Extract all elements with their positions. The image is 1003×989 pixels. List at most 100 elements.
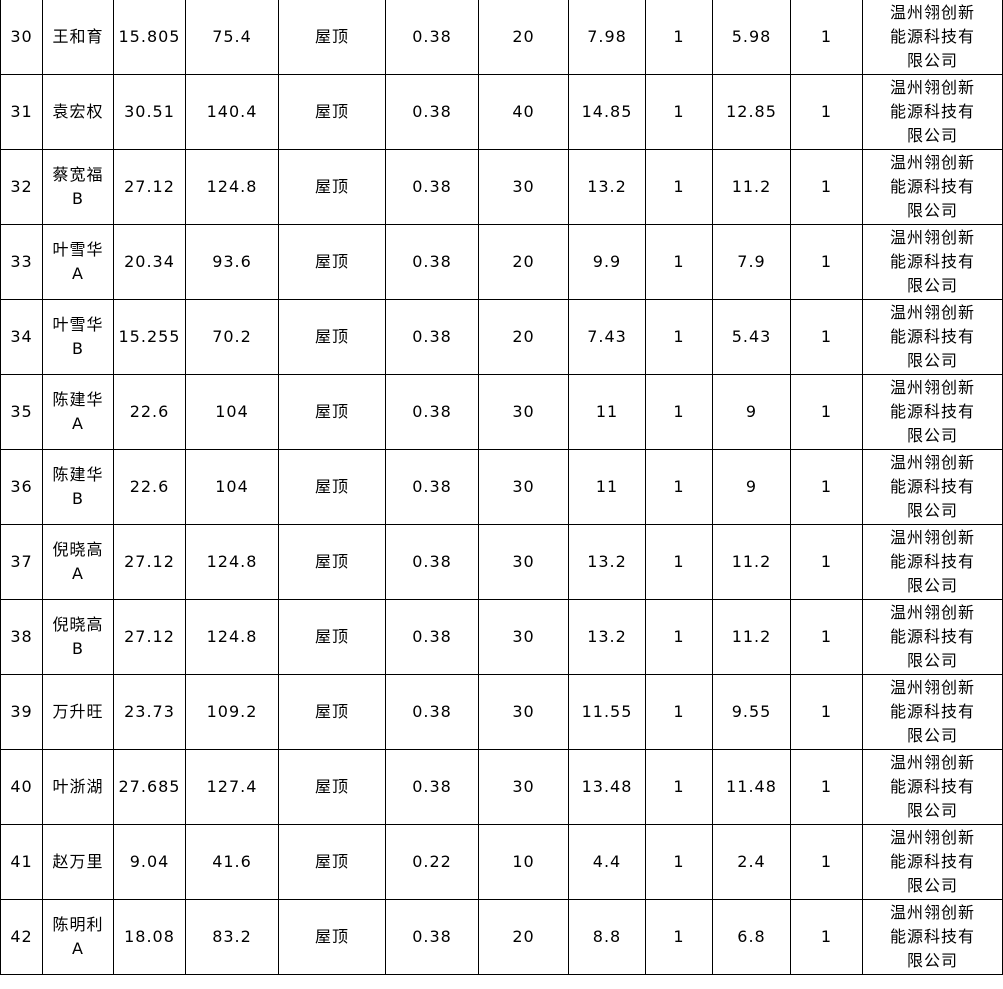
table-cell: 124.8 [185, 524, 279, 600]
table-cell: 王和育 [42, 0, 114, 75]
table-cell: 温州翎创新能源科技有限公司 [862, 824, 1003, 900]
table-cell: 0.38 [385, 899, 479, 975]
table-cell: 13.48 [568, 749, 646, 825]
table-cell: 93.6 [185, 224, 279, 300]
table-cell: 140.4 [185, 74, 279, 150]
table-cell: 11 [568, 374, 646, 450]
table-cell: 30 [478, 374, 569, 450]
table-cell: 屋顶 [278, 149, 386, 225]
table-cell: 陈建华A [42, 374, 114, 450]
table-row: 40 叶浙湖 27.685 127.4 屋顶 0.38 30 13.48 1 11.48 1 温州翎创… [0, 749, 1003, 825]
table-cell: 温州翎创新能源科技有限公司 [862, 224, 1003, 300]
table-cell: 袁宏权 [42, 74, 114, 150]
table-cell: 104 [185, 374, 279, 450]
table-cell: 温州翎创新能源科技有限公司 [862, 299, 1003, 375]
table-cell: 27.685 [113, 749, 186, 825]
table-cell: 屋顶 [278, 374, 386, 450]
table-cell: 124.8 [185, 149, 279, 225]
table-cell: 9.55 [712, 674, 791, 750]
table-cell: 1 [645, 824, 713, 900]
table-cell: 1 [790, 224, 863, 300]
table-cell: 1 [790, 449, 863, 525]
table-cell: 叶浙湖 [42, 749, 114, 825]
table-cell: 9.04 [113, 824, 186, 900]
table-cell: 1 [790, 749, 863, 825]
table-cell: 30 [0, 0, 43, 75]
table-cell: 41.6 [185, 824, 279, 900]
table-cell: 20 [478, 299, 569, 375]
table-cell: 11.2 [712, 149, 791, 225]
table-cell: 5.43 [712, 299, 791, 375]
table-cell: 7.98 [568, 0, 646, 75]
table-cell: 温州翎创新能源科技有限公司 [862, 599, 1003, 675]
table-cell: 屋顶 [278, 899, 386, 975]
table-cell: 1 [645, 674, 713, 750]
table-cell: 40 [478, 74, 569, 150]
table-cell: 15.255 [113, 299, 186, 375]
table-row: 39 万升旺 23.73 109.2 屋顶 0.38 30 11.55 1 9.55 1 温州翎创新能… [0, 674, 1003, 750]
table-cell: 27.12 [113, 149, 186, 225]
table-cell: 温州翎创新能源科技有限公司 [862, 524, 1003, 600]
table-cell: 温州翎创新能源科技有限公司 [862, 674, 1003, 750]
table-cell: 1 [645, 374, 713, 450]
table-cell: 温州翎创新能源科技有限公司 [862, 0, 1003, 75]
table-cell: 0.38 [385, 149, 479, 225]
table-cell: 0.38 [385, 224, 479, 300]
table-cell: 27.12 [113, 524, 186, 600]
table-cell: 屋顶 [278, 224, 386, 300]
table-row: 37 倪晓高A 27.12 124.8 屋顶 0.38 30 13.2 1 11.2 1 温州翎创新能… [0, 524, 1003, 600]
table-cell: 83.2 [185, 899, 279, 975]
table-cell: 屋顶 [278, 749, 386, 825]
table-cell: 0.38 [385, 674, 479, 750]
table-row: 35 陈建华A 22.6 104 屋顶 0.38 30 11 1 9 1 温州翎创新能源科技有限公司 [0, 374, 1003, 450]
table-cell: 38 [0, 599, 43, 675]
table-cell: 8.8 [568, 899, 646, 975]
table-cell: 41 [0, 824, 43, 900]
table-cell: 温州翎创新能源科技有限公司 [862, 449, 1003, 525]
table-cell: 0.38 [385, 74, 479, 150]
table-cell: 0.38 [385, 524, 479, 600]
table-cell: 30 [478, 449, 569, 525]
table-cell: 39 [0, 674, 43, 750]
table-cell: 34 [0, 299, 43, 375]
table-cell: 倪晓高B [42, 599, 114, 675]
table-cell: 1 [645, 0, 713, 75]
table-cell: 1 [645, 449, 713, 525]
table-cell: 蔡宽福B [42, 149, 114, 225]
table-cell: 127.4 [185, 749, 279, 825]
table-cell: 1 [645, 899, 713, 975]
table-cell: 1 [790, 374, 863, 450]
table-cell: 20.34 [113, 224, 186, 300]
table-cell: 70.2 [185, 299, 279, 375]
table-cell: 1 [790, 74, 863, 150]
table-cell: 0.38 [385, 0, 479, 75]
table-cell: 22.6 [113, 374, 186, 450]
table-cell: 2.4 [712, 824, 791, 900]
table-cell: 5.98 [712, 0, 791, 75]
table-cell: 0.22 [385, 824, 479, 900]
table-cell: 20 [478, 899, 569, 975]
table-cell: 陈明利A [42, 899, 114, 975]
table-cell: 1 [790, 599, 863, 675]
table-cell: 0.38 [385, 749, 479, 825]
table-cell: 13.2 [568, 149, 646, 225]
table-cell: 赵万里 [42, 824, 114, 900]
table-row: 32 蔡宽福B 27.12 124.8 屋顶 0.38 30 13.2 1 11.2 1 温州翎创新能… [0, 149, 1003, 225]
table-cell: 温州翎创新能源科技有限公司 [862, 899, 1003, 975]
table-cell: 7.9 [712, 224, 791, 300]
table-cell: 12.85 [712, 74, 791, 150]
table-cell: 倪晓高A [42, 524, 114, 600]
table-cell: 0.38 [385, 299, 479, 375]
table-cell: 1 [790, 899, 863, 975]
table-cell: 万升旺 [42, 674, 114, 750]
table-cell: 27.12 [113, 599, 186, 675]
table-cell: 0.38 [385, 599, 479, 675]
table-cell: 15.805 [113, 0, 186, 75]
table-cell: 屋顶 [278, 824, 386, 900]
table-cell: 1 [790, 149, 863, 225]
table-cell: 1 [645, 749, 713, 825]
table-row: 34 叶雪华B 15.255 70.2 屋顶 0.38 20 7.43 1 5.43 1 温州翎创新能… [0, 299, 1003, 375]
table-cell: 40 [0, 749, 43, 825]
table-cell: 23.73 [113, 674, 186, 750]
